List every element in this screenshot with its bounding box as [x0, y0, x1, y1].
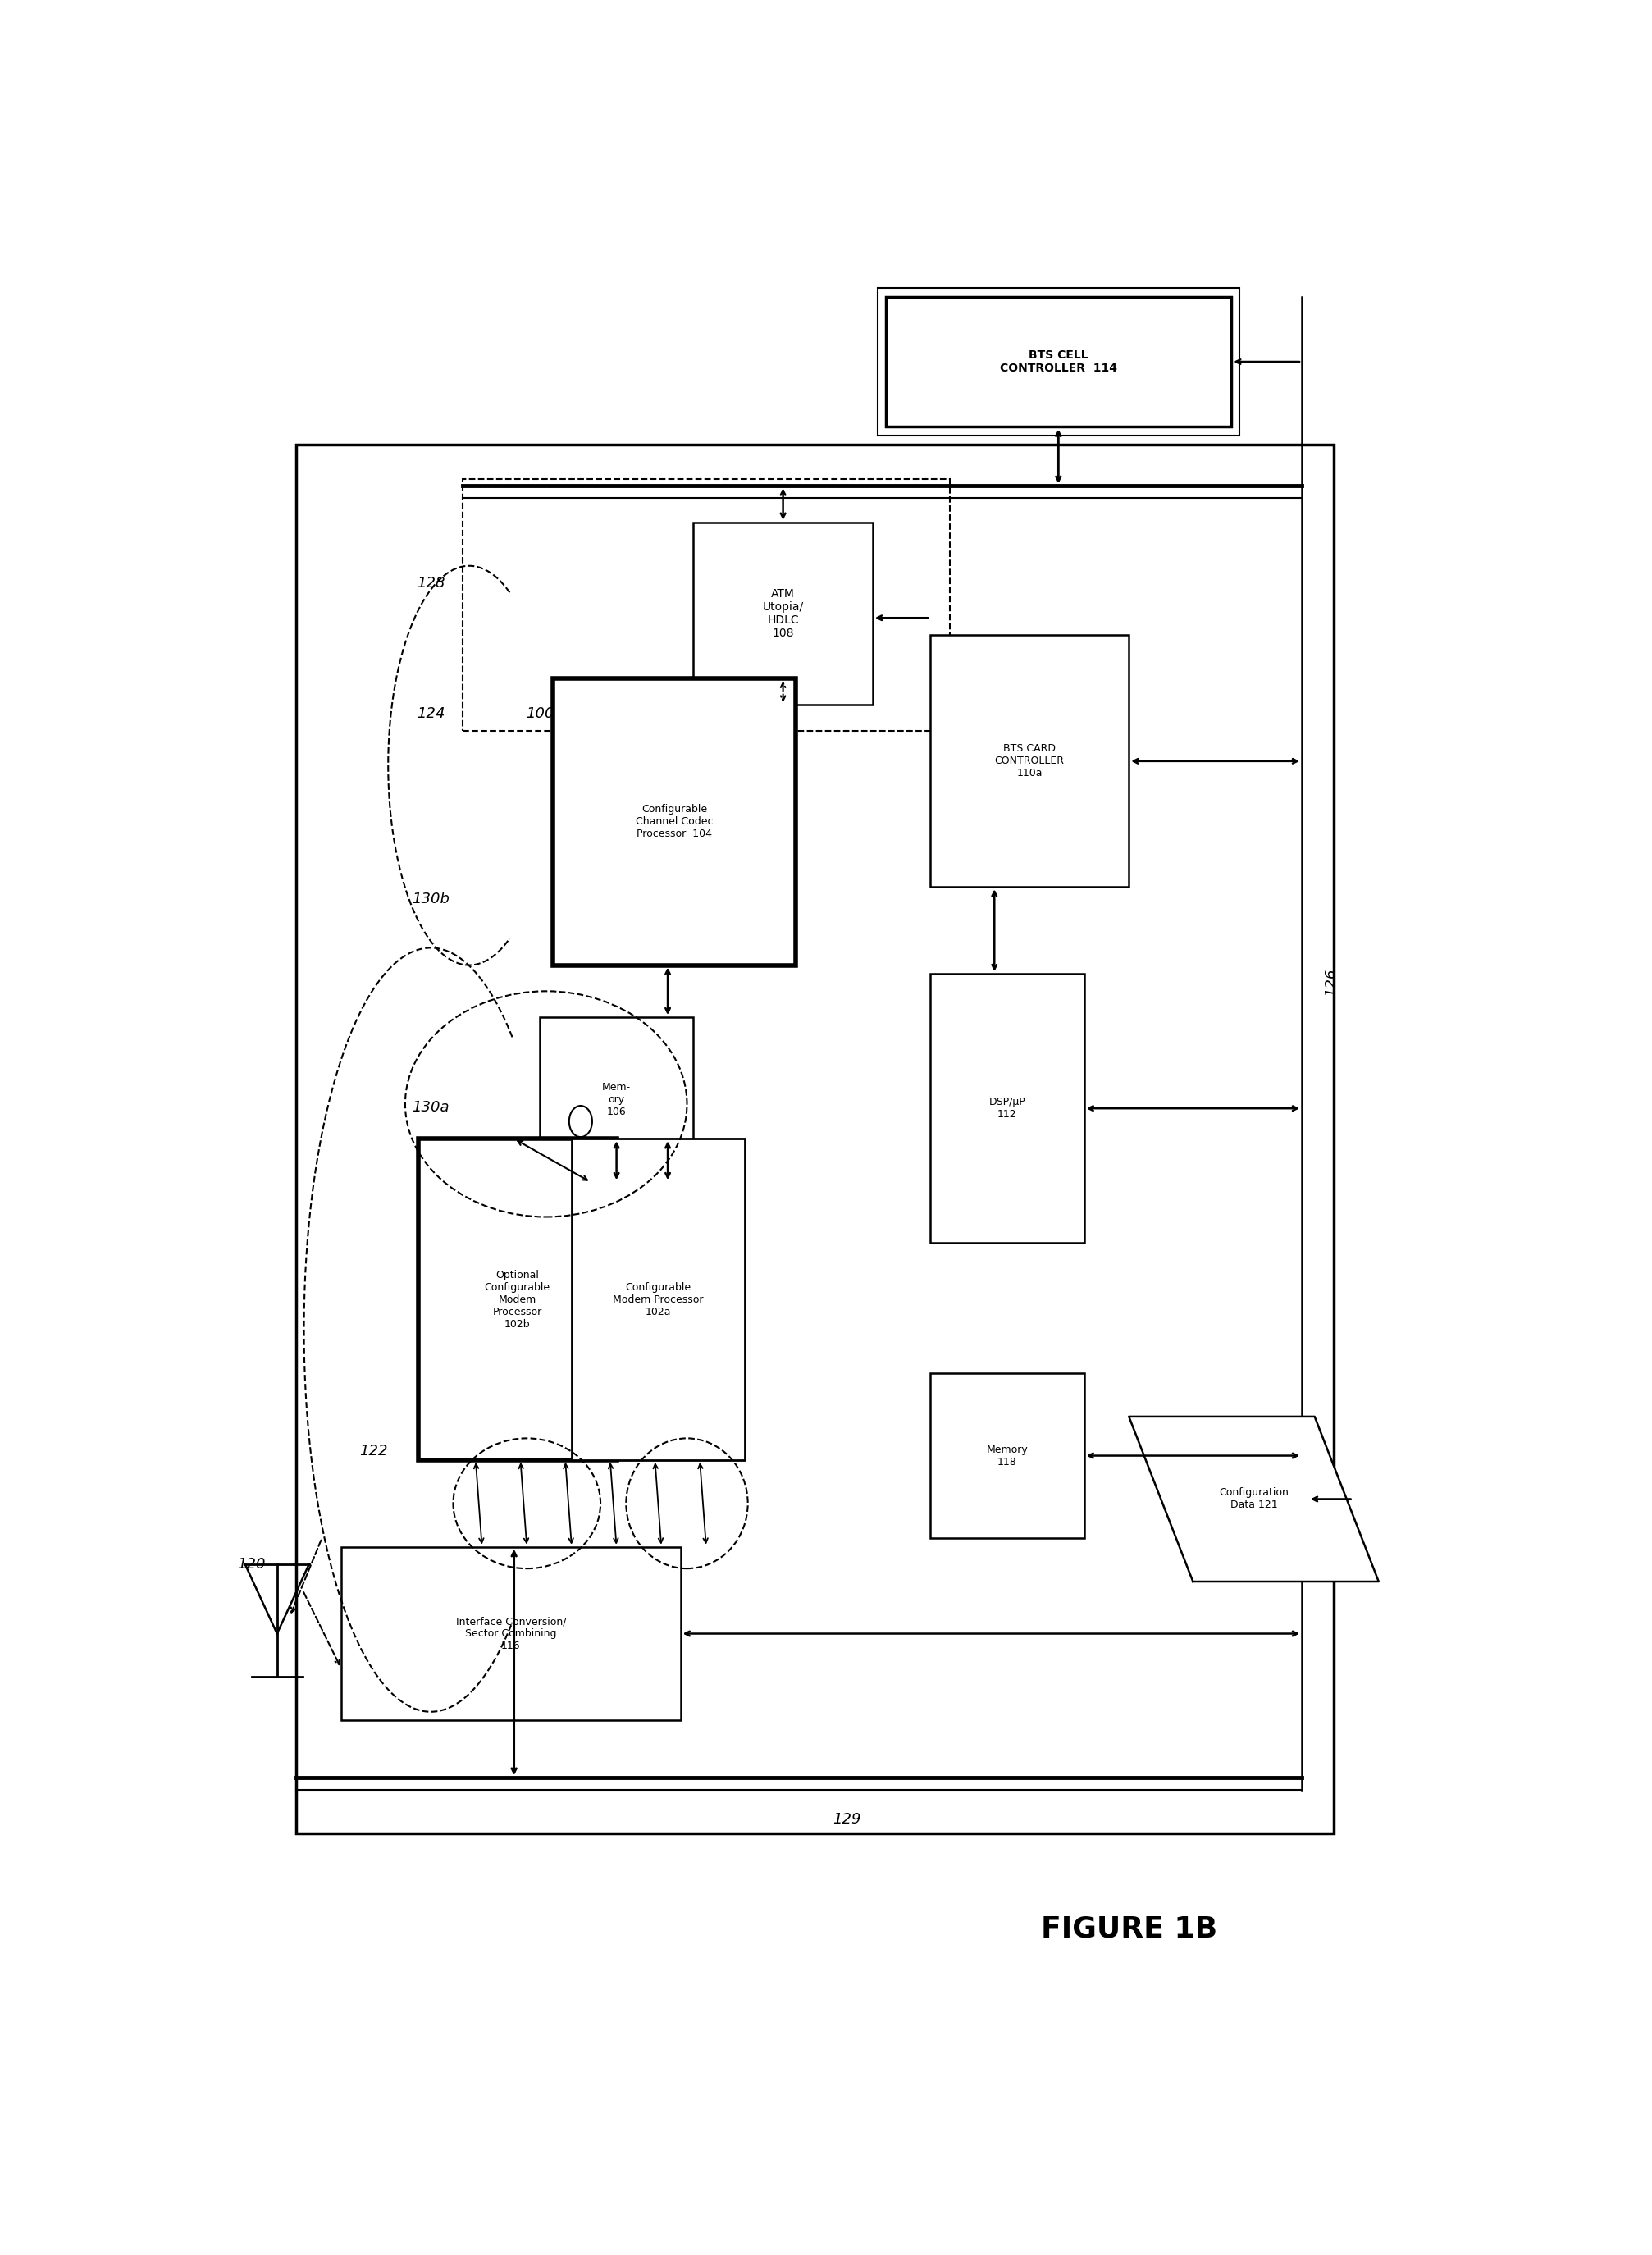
Bar: [877, 289, 1239, 435]
Text: DSP/µP
112: DSP/µP 112: [988, 1096, 1024, 1121]
Bar: [930, 974, 1084, 1243]
Bar: [296, 444, 1333, 1833]
Text: 122: 122: [358, 1443, 387, 1459]
Polygon shape: [1128, 1416, 1378, 1581]
Text: Interface Conversion/
Sector Combining
116: Interface Conversion/ Sector Combining 1…: [456, 1617, 565, 1651]
Text: 129: 129: [833, 1813, 861, 1827]
Text: Configuration
Data 121: Configuration Data 121: [1219, 1488, 1289, 1511]
Bar: [418, 1139, 616, 1459]
Text: 128: 128: [416, 575, 444, 591]
Text: Memory
118: Memory 118: [986, 1443, 1028, 1468]
Text: BTS CELL
CONTROLLER  114: BTS CELL CONTROLLER 114: [999, 350, 1117, 374]
Text: 126: 126: [1323, 967, 1338, 997]
Bar: [885, 298, 1231, 426]
Text: FIGURE 1B: FIGURE 1B: [1041, 1914, 1216, 1944]
Bar: [694, 523, 872, 704]
Bar: [930, 636, 1128, 886]
Bar: [539, 1017, 694, 1182]
Bar: [552, 679, 796, 965]
Text: 130a: 130a: [411, 1100, 449, 1114]
Bar: [463, 478, 948, 731]
Text: ATM
Utopia/
HDLC
108: ATM Utopia/ HDLC 108: [762, 589, 803, 638]
Bar: [340, 1547, 681, 1721]
Text: 120: 120: [238, 1556, 266, 1572]
Text: BTS CARD
CONTROLLER
110a: BTS CARD CONTROLLER 110a: [995, 744, 1064, 778]
Bar: [930, 1373, 1084, 1538]
Text: 130b: 130b: [411, 891, 449, 907]
Text: Configurable
Modem Processor
102a: Configurable Modem Processor 102a: [613, 1281, 704, 1317]
Bar: [572, 1139, 745, 1459]
Text: Configurable
Channel Codec
Processor  104: Configurable Channel Codec Processor 104: [634, 805, 712, 839]
Text: 100: 100: [525, 706, 553, 722]
Text: Mem-
ory
106: Mem- ory 106: [601, 1082, 631, 1116]
Text: Optional
Configurable
Modem
Processor
102b: Optional Configurable Modem Processor 10…: [484, 1270, 550, 1330]
Text: 124: 124: [416, 706, 444, 722]
